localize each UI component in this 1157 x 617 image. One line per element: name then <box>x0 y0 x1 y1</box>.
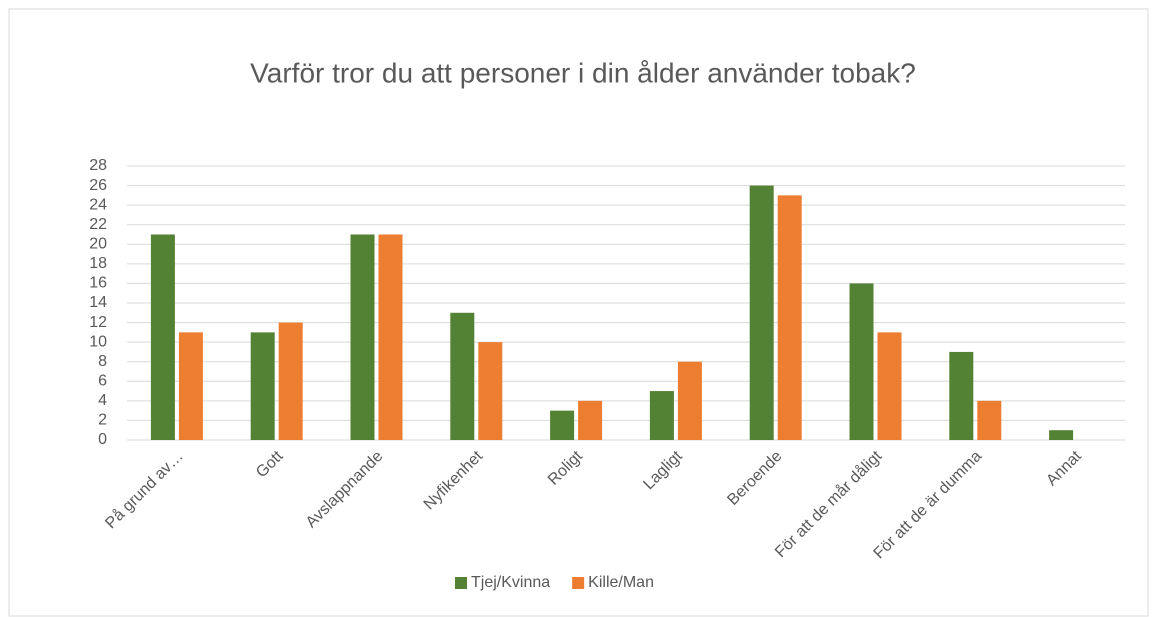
legend-label: Kille/Man <box>588 574 654 591</box>
y-tick-label: 18 <box>89 255 107 272</box>
y-tick-label: 8 <box>98 353 107 370</box>
y-tick-label: 16 <box>89 275 107 292</box>
y-tick-label: 12 <box>89 314 107 331</box>
bar <box>350 234 375 440</box>
bar <box>877 332 902 440</box>
bar <box>578 400 603 440</box>
chart-border <box>8 8 1149 617</box>
bar <box>450 312 475 440</box>
bar <box>150 234 175 440</box>
bar <box>749 185 774 440</box>
y-tick-label: 14 <box>89 294 107 311</box>
y-tick-label: 4 <box>98 392 107 409</box>
y-tick-label: 6 <box>98 373 107 390</box>
legend-swatch <box>572 577 585 589</box>
y-tick-label: 22 <box>89 216 107 233</box>
y-tick-label: 2 <box>98 412 107 429</box>
bar <box>250 332 275 440</box>
bar <box>849 283 874 440</box>
y-tick-label: 20 <box>89 236 107 253</box>
bar <box>677 361 702 440</box>
bar <box>1049 430 1074 440</box>
y-tick-label: 26 <box>89 177 107 194</box>
y-tick-label: 0 <box>98 431 107 448</box>
bar <box>777 195 802 440</box>
y-tick-label: 10 <box>89 333 107 350</box>
y-tick-label: 28 <box>89 157 107 174</box>
bar <box>478 342 503 440</box>
bar <box>649 391 674 440</box>
bar <box>178 332 203 440</box>
chart-title: Varför tror du att personer i din ålder … <box>250 57 916 88</box>
bar <box>278 322 303 440</box>
bar <box>949 351 974 440</box>
bar <box>378 234 403 440</box>
legend-swatch <box>455 577 467 589</box>
y-tick-label: 24 <box>89 196 107 213</box>
legend-label: Tjej/Kvinna <box>471 574 550 591</box>
bar <box>550 410 575 440</box>
bar <box>977 400 1002 440</box>
